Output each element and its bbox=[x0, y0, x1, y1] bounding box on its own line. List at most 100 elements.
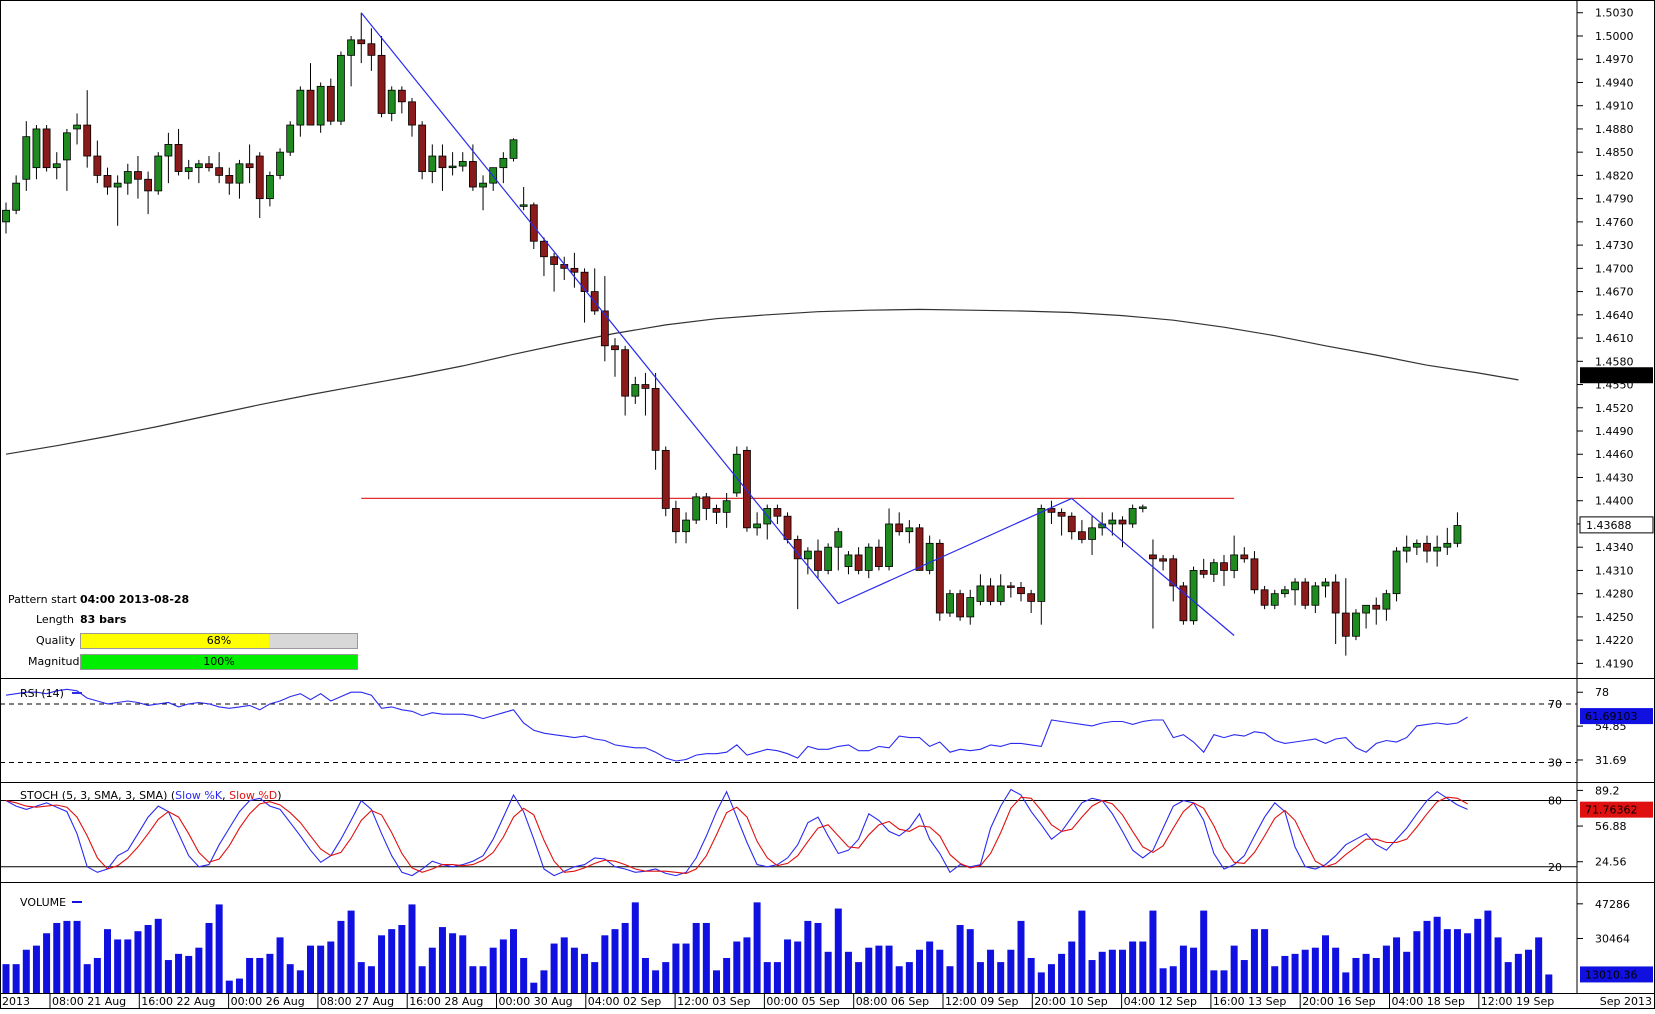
rsi-current-label: 61.69103 bbox=[1585, 710, 1638, 723]
volume-bar bbox=[296, 970, 304, 993]
time-axis-label: 04:00 18 Sep bbox=[1392, 995, 1465, 1008]
price-tick-label: 1.4340 bbox=[1595, 541, 1634, 554]
volume-bar bbox=[946, 966, 954, 993]
candle-body bbox=[245, 163, 254, 169]
volume-bar bbox=[276, 937, 284, 993]
volume-bar bbox=[631, 902, 639, 993]
candle-body bbox=[479, 182, 487, 188]
candle-body bbox=[1057, 511, 1066, 517]
volume-bar bbox=[1129, 941, 1137, 993]
candle-body bbox=[966, 597, 975, 618]
candle-body bbox=[712, 508, 721, 513]
length-value: 83 bars bbox=[80, 613, 127, 626]
candle-body bbox=[875, 546, 883, 567]
candle-body bbox=[397, 89, 406, 103]
volume-bar bbox=[1453, 929, 1461, 993]
volume-bar bbox=[1504, 962, 1512, 993]
candle-body bbox=[1270, 593, 1279, 606]
candle-body bbox=[347, 39, 356, 56]
candle-body bbox=[905, 527, 914, 533]
candle-body bbox=[1006, 585, 1015, 588]
candle-body bbox=[458, 161, 467, 167]
candle-body bbox=[468, 161, 477, 188]
magnitude-bar: 100% bbox=[80, 654, 358, 670]
candle-body bbox=[1179, 585, 1188, 622]
candle-body bbox=[803, 550, 812, 560]
volume-bar bbox=[1149, 910, 1157, 993]
candle-body bbox=[1230, 554, 1239, 571]
candle-body bbox=[42, 128, 51, 169]
volume-bar bbox=[185, 955, 193, 993]
volume-bar bbox=[266, 953, 274, 993]
candle-body bbox=[946, 593, 954, 614]
volume-bar bbox=[225, 980, 233, 993]
volume-bar bbox=[1159, 968, 1167, 993]
quality-bar: 68% bbox=[80, 633, 358, 649]
volume-bar bbox=[317, 945, 325, 993]
rsi-title: RSI (14) bbox=[20, 687, 64, 700]
volume-bar bbox=[976, 962, 984, 993]
candle-body bbox=[570, 267, 579, 273]
price-tick-label: 1.4940 bbox=[1595, 76, 1634, 89]
stoch-level-label: 20 bbox=[1548, 861, 1562, 874]
time-axis-label: 12:00 09 Sep bbox=[945, 995, 1018, 1008]
time-axis-label: 16:00 13 Sep bbox=[1213, 995, 1286, 1008]
stoch-title: STOCH (5, 3, SMA, 3, SMA) (Slow %K, Slow… bbox=[20, 789, 282, 802]
price-tick-label: 1.4700 bbox=[1595, 262, 1634, 275]
volume-bar bbox=[73, 920, 81, 993]
volume-bar bbox=[510, 929, 517, 993]
candle-body bbox=[367, 43, 376, 56]
volume-bar bbox=[1332, 947, 1340, 993]
volume-current-box bbox=[1580, 966, 1653, 983]
volume-bar bbox=[499, 939, 507, 993]
volume-bar bbox=[1474, 918, 1482, 993]
volume-bar bbox=[1484, 910, 1492, 993]
candle-body bbox=[134, 171, 142, 180]
candle-body bbox=[438, 155, 447, 169]
candle-body bbox=[722, 500, 731, 513]
volume-bar bbox=[134, 931, 142, 993]
volume-bar bbox=[1220, 970, 1228, 993]
candle-body bbox=[377, 54, 386, 114]
candle-body bbox=[1199, 570, 1208, 575]
price-tick-label: 1.4790 bbox=[1595, 193, 1634, 206]
volume-bar bbox=[1261, 929, 1269, 993]
volume-bar bbox=[104, 929, 111, 993]
volume-bar bbox=[1322, 935, 1329, 993]
volume-bar bbox=[12, 964, 20, 993]
candle-body bbox=[1402, 546, 1411, 552]
volume-bar bbox=[926, 941, 934, 993]
volume-bar bbox=[459, 935, 467, 993]
volume-bar bbox=[1068, 941, 1076, 993]
ma-value-label: 1.45620 bbox=[1586, 369, 1632, 382]
volume-bar bbox=[763, 962, 771, 993]
price-tick-label: 1.4580 bbox=[1595, 355, 1634, 368]
candle-body bbox=[540, 240, 548, 258]
volume-bar bbox=[1250, 929, 1258, 993]
candle-body bbox=[448, 165, 457, 169]
candle-body bbox=[306, 89, 315, 126]
candle-body bbox=[682, 519, 690, 533]
pattern-line bbox=[1071, 497, 1235, 636]
quality-bar-fill bbox=[81, 634, 269, 648]
time-axis-label: 00:00 05 Sep bbox=[766, 995, 839, 1008]
volume-bar bbox=[1291, 953, 1299, 993]
volume-bar bbox=[682, 943, 690, 993]
volume-bar bbox=[1108, 949, 1116, 993]
time-axis-label: 16:00 28 Aug bbox=[409, 995, 483, 1008]
volume-bar bbox=[1179, 945, 1187, 993]
candle-body bbox=[600, 310, 609, 347]
volume-bar bbox=[997, 962, 1005, 993]
ma-value-label-box bbox=[1580, 367, 1653, 384]
candle-body bbox=[1412, 542, 1421, 548]
candle-body bbox=[255, 155, 264, 200]
volume-bar bbox=[1525, 949, 1532, 993]
candle-body bbox=[925, 542, 934, 571]
candle-body bbox=[428, 155, 437, 172]
volume-bar bbox=[378, 935, 386, 993]
candle-body bbox=[52, 163, 61, 169]
volume-bar bbox=[1342, 972, 1350, 993]
volume-bar bbox=[1393, 937, 1401, 993]
